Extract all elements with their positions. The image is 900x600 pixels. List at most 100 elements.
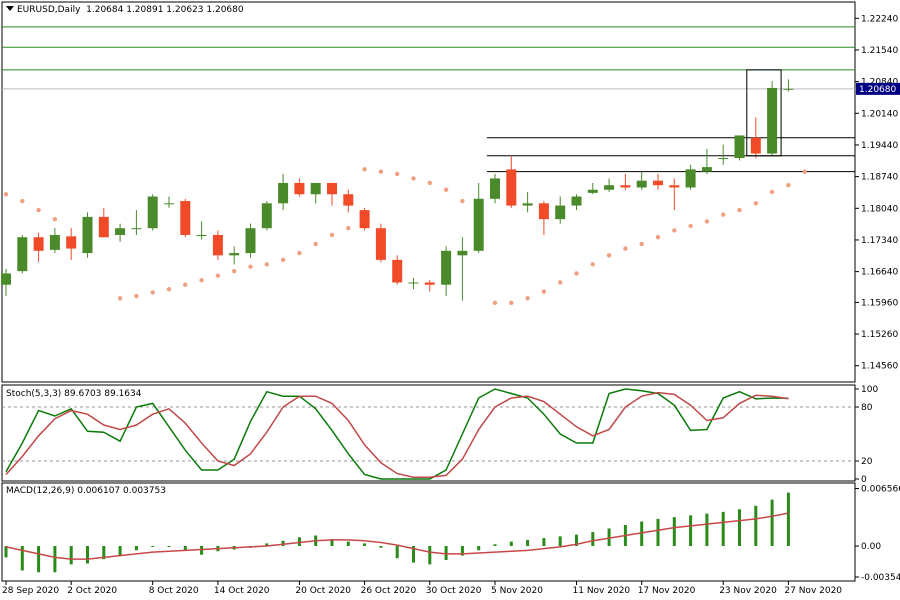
candle <box>147 194 158 231</box>
candle-body <box>375 228 386 260</box>
candle <box>408 277 419 290</box>
candle-body <box>522 203 533 206</box>
macd-histogram-bar <box>20 546 24 571</box>
macd-histogram-bar <box>689 515 693 546</box>
psar-dot <box>769 189 775 195</box>
stochastic-tick-label: 0 <box>861 475 867 485</box>
candle <box>571 194 582 211</box>
macd-histogram-bar <box>346 541 350 546</box>
candle <box>261 201 272 231</box>
macd-histogram-bar <box>786 492 790 546</box>
psar-dot <box>737 207 742 213</box>
x-tick-label: 30 Oct 2020 <box>426 586 482 596</box>
psar-dot <box>802 169 807 174</box>
x-tick-label: 14 Oct 2020 <box>214 586 270 596</box>
psar-dot <box>183 282 188 287</box>
candle-body <box>506 169 517 206</box>
macd-histogram-bar <box>200 546 204 555</box>
candle-body <box>457 250 468 256</box>
candle <box>669 178 680 211</box>
macd-histogram-bar <box>167 546 171 547</box>
psar-dot <box>443 187 449 192</box>
dropdown-triangle-icon[interactable] <box>6 6 14 11</box>
stochastic-header: Stoch(5,3,3) 89.6703 89.1634 <box>6 389 142 399</box>
price-tick-label: 1.20140 <box>861 109 898 119</box>
price-pane: 1.22240 1.21540 1.20840 1.20140 1.19440 1.187… <box>1 1 900 383</box>
stochastic-tick-label: 100 <box>861 385 878 395</box>
macd-tick-label: -0.003541 <box>861 573 900 583</box>
candle-body <box>310 182 321 195</box>
candle-body <box>1 273 11 285</box>
psar-dot <box>199 278 204 283</box>
macd-histogram-bar <box>591 532 595 546</box>
macd-pane: 0.006566 0.00 -0.003541 <box>1 482 900 583</box>
candle-body <box>278 182 289 204</box>
x-axis: 28 Sep 2020 2 Oct 2020 8 Oct 2020 14 Oct 20… <box>2 581 842 596</box>
candle <box>310 182 321 204</box>
psar-dot <box>639 241 644 247</box>
macd-histogram-bar <box>379 546 383 548</box>
psar-dot <box>623 246 628 251</box>
candle-body <box>164 203 174 205</box>
macd-signal-line <box>5 512 789 560</box>
candle <box>343 189 354 213</box>
candle <box>555 196 566 224</box>
psar-dot <box>411 176 416 181</box>
macd-histogram-bar <box>53 546 57 573</box>
candle-body <box>587 189 598 193</box>
psar-dot <box>460 198 465 204</box>
price-tick-label: 1.15960 <box>861 298 898 308</box>
macd-histogram-bar <box>509 541 513 546</box>
candle-body <box>424 282 435 285</box>
psar-dot <box>427 180 432 186</box>
candle <box>294 178 305 197</box>
macd-tick-label: 0.006566 <box>861 485 900 495</box>
candle-body <box>115 228 126 235</box>
candle <box>229 246 240 265</box>
macd-pane-frame <box>1 482 856 582</box>
psar-dot <box>655 235 661 240</box>
psar-dot <box>297 250 302 256</box>
candle-body <box>66 236 77 249</box>
candle-body <box>327 182 337 195</box>
price-tick-label: 1.18040 <box>861 204 898 214</box>
psar-dot <box>525 296 530 301</box>
macd-histogram-bar <box>428 546 432 565</box>
candle <box>131 210 142 235</box>
candle <box>473 182 484 254</box>
psar-dot <box>721 212 726 217</box>
macd-histogram-bar <box>526 539 530 546</box>
psar-dot <box>590 262 595 267</box>
price-tick-label: 1.14560 <box>861 362 898 372</box>
candle-body <box>49 234 60 250</box>
candle <box>538 201 549 235</box>
macd-histogram-bar <box>558 536 562 546</box>
candle <box>587 182 598 195</box>
psar-dot <box>753 201 758 206</box>
candle-body <box>229 253 240 256</box>
psar-dot <box>3 192 9 197</box>
candle-body <box>33 237 44 251</box>
candle-body <box>685 169 696 188</box>
price-tick-label: 1.17340 <box>861 236 898 246</box>
psar-dot <box>150 290 155 295</box>
macd-histogram-bar <box>69 546 73 565</box>
psar-dot <box>509 300 514 306</box>
macd-histogram-bar <box>134 546 138 551</box>
macd-histogram-bar <box>672 517 676 546</box>
psar-dot <box>541 289 547 294</box>
candle-body <box>17 237 28 272</box>
candle-body <box>359 210 370 229</box>
psar-dot <box>264 262 269 267</box>
candle <box>212 230 223 260</box>
candle <box>522 192 533 213</box>
psar-dot <box>52 216 58 222</box>
macd-histogram-bar <box>721 511 725 546</box>
candle <box>620 173 631 190</box>
candle-body <box>98 216 109 238</box>
candle-body <box>750 137 761 154</box>
psar-dot <box>36 207 41 213</box>
candle <box>245 223 256 258</box>
candle-body <box>604 185 615 190</box>
candle <box>33 232 44 263</box>
